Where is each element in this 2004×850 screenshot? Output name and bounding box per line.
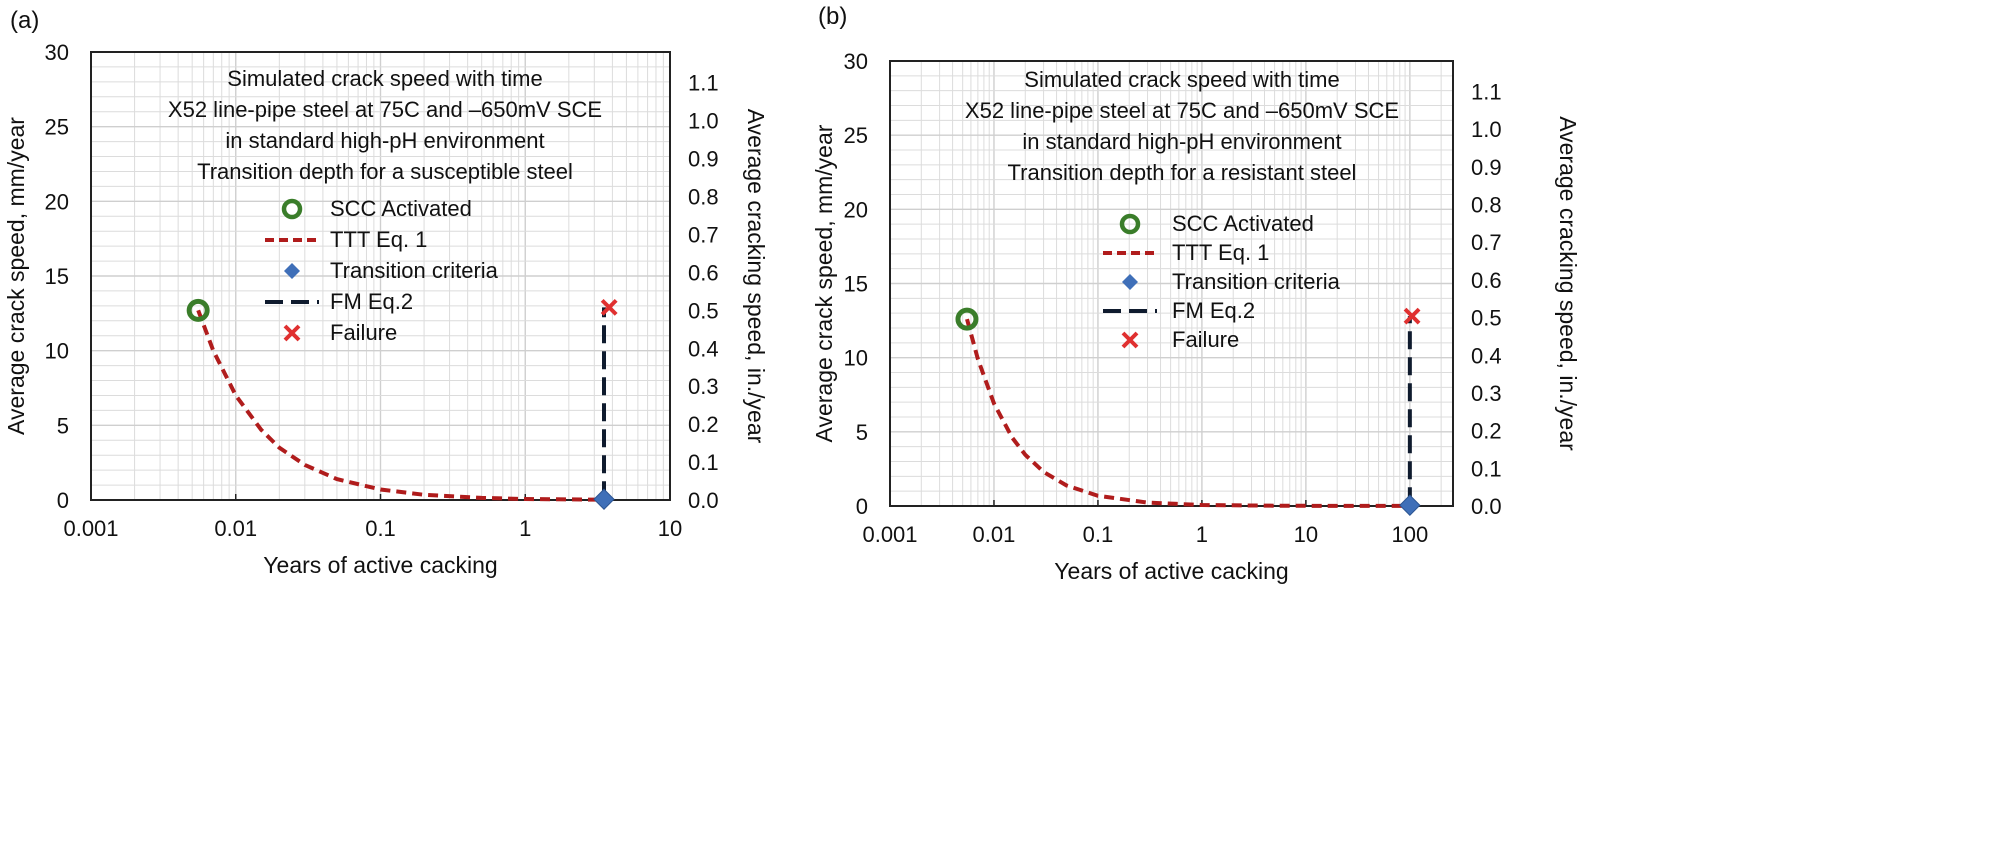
x-axis-label: Years of active cacking bbox=[1054, 558, 1288, 584]
x-tick-label: 100 bbox=[1391, 522, 1428, 547]
series-ttt-curve bbox=[196, 309, 605, 502]
chart-title-line: in standard high-pH environment bbox=[225, 128, 544, 153]
transition-criteria-point bbox=[1399, 494, 1421, 516]
y-tick-label: 30 bbox=[844, 49, 868, 74]
y2-tick-label: 0.3 bbox=[688, 374, 719, 399]
y2-tick-label: 0.4 bbox=[688, 336, 719, 361]
y-tick-label: 20 bbox=[844, 197, 868, 222]
panel-label: (a) bbox=[10, 7, 39, 34]
chart-title-line: Simulated crack speed with time bbox=[227, 66, 542, 91]
chart-title-line: Transition depth for a resistant steel bbox=[1008, 160, 1357, 185]
scc-activated-point bbox=[186, 298, 210, 322]
y2-tick-label: 0.9 bbox=[1471, 155, 1502, 180]
y-tick-label: 10 bbox=[45, 339, 69, 364]
chart-title-line: X52 line-pipe steel at 75C and –650mV SC… bbox=[965, 98, 1399, 123]
y2-tick-label: 0.6 bbox=[1471, 268, 1502, 293]
y-tick-label: 5 bbox=[856, 420, 868, 445]
legend-marker-diamond bbox=[1122, 274, 1138, 290]
legend-label: FM Eq.2 bbox=[1172, 298, 1255, 323]
y2-tick-label: 0.2 bbox=[688, 412, 719, 437]
y2-axis-label: Average cracking speed, in./year bbox=[743, 109, 769, 444]
y-tick-label: 15 bbox=[844, 272, 868, 297]
x-tick-label: 0.1 bbox=[365, 516, 396, 541]
x-tick-label: 10 bbox=[1294, 522, 1318, 547]
legend-marker-x bbox=[1121, 331, 1139, 349]
series-ttt-curve bbox=[965, 318, 1410, 508]
y2-tick-label: 1.1 bbox=[1471, 80, 1502, 105]
legend-marker-circle bbox=[1119, 213, 1141, 235]
legend-marker-diamond bbox=[284, 263, 300, 279]
y-tick-label: 0 bbox=[856, 494, 868, 519]
chart-title-line: Simulated crack speed with time bbox=[1024, 67, 1339, 92]
x-tick-label: 10 bbox=[658, 516, 682, 541]
x-tick-label: 0.1 bbox=[1083, 522, 1114, 547]
y2-tick-label: 0.7 bbox=[688, 222, 719, 247]
y2-tick-label: 0.1 bbox=[688, 450, 719, 475]
legend-label: TTT Eq. 1 bbox=[1172, 240, 1269, 265]
legend-label: Transition criteria bbox=[330, 258, 499, 283]
chart-title-line: Transition depth for a susceptible steel bbox=[197, 159, 573, 184]
failure-point bbox=[1403, 307, 1421, 325]
y-tick-label: 10 bbox=[844, 346, 868, 371]
legend-label: Failure bbox=[330, 320, 397, 345]
y2-tick-label: 0.8 bbox=[1471, 193, 1502, 218]
legend-label: SCC Activated bbox=[330, 196, 472, 221]
y2-tick-label: 0.0 bbox=[1471, 494, 1502, 519]
y-tick-label: 20 bbox=[45, 189, 69, 214]
plot-frame bbox=[889, 60, 1454, 507]
legend-label: SCC Activated bbox=[1172, 211, 1314, 236]
y2-axis-label: Average cracking speed, in./year bbox=[1555, 116, 1581, 451]
y2-tick-label: 0.4 bbox=[1471, 343, 1502, 368]
y2-tick-label: 0.6 bbox=[688, 260, 719, 285]
y-tick-label: 25 bbox=[844, 123, 868, 148]
y-tick-label: 25 bbox=[45, 115, 69, 140]
x-tick-label: 0.01 bbox=[973, 522, 1016, 547]
y2-tick-label: 1.1 bbox=[688, 71, 719, 96]
y-tick-label: 30 bbox=[45, 40, 69, 65]
y2-tick-label: 0.2 bbox=[1471, 419, 1502, 444]
y2-tick-label: 0.5 bbox=[688, 298, 719, 323]
y2-tick-label: 0.9 bbox=[688, 147, 719, 172]
x-axis-label: Years of active cacking bbox=[263, 552, 497, 578]
chart-title-line: in standard high-pH environment bbox=[1022, 129, 1341, 154]
failure-point bbox=[600, 298, 618, 316]
legend-marker-circle bbox=[281, 198, 303, 220]
y2-tick-label: 0.7 bbox=[1471, 230, 1502, 255]
chart-title-line: X52 line-pipe steel at 75C and –650mV SC… bbox=[168, 97, 602, 122]
legend-marker-x bbox=[283, 324, 301, 342]
y-tick-label: 5 bbox=[57, 413, 69, 438]
legend-label: TTT Eq. 1 bbox=[330, 227, 427, 252]
legend-label: Failure bbox=[1172, 327, 1239, 352]
x-tick-label: 0.001 bbox=[862, 522, 917, 547]
legend-label: FM Eq.2 bbox=[330, 289, 413, 314]
y2-tick-label: 1.0 bbox=[688, 109, 719, 134]
y2-tick-label: 0.0 bbox=[688, 488, 719, 513]
y-tick-label: 0 bbox=[57, 488, 69, 513]
y2-tick-label: 0.5 bbox=[1471, 306, 1502, 331]
x-tick-label: 0.001 bbox=[63, 516, 118, 541]
y-axis-label: Average crack speed, mm/year bbox=[811, 124, 837, 442]
transition-criteria-point bbox=[593, 488, 615, 510]
x-tick-label: 0.01 bbox=[214, 516, 257, 541]
scc-activated-point bbox=[955, 307, 979, 331]
y2-tick-label: 0.1 bbox=[1471, 456, 1502, 481]
legend-label: Transition criteria bbox=[1172, 269, 1341, 294]
y2-tick-label: 1.0 bbox=[1471, 117, 1502, 142]
y2-tick-label: 0.3 bbox=[1471, 381, 1502, 406]
y-tick-label: 15 bbox=[45, 264, 69, 289]
panel-b: 0.001 0.01 0.1 1 10 100 0 5 10 15 20 25 30 0.0 0.1 0.2 0… bbox=[811, 3, 1581, 584]
x-tick-label: 1 bbox=[1196, 522, 1208, 547]
x-tick-label: 1 bbox=[519, 516, 531, 541]
panel-label: (b) bbox=[818, 3, 847, 30]
y-axis-label: Average crack speed, mm/year bbox=[3, 117, 29, 435]
y2-tick-label: 0.8 bbox=[688, 185, 719, 210]
panel-a: 0.001 0.01 0.1 1 10 0 5 10 15 20 25 30 0.0 0.1 0.2 0.3 0… bbox=[3, 7, 769, 578]
